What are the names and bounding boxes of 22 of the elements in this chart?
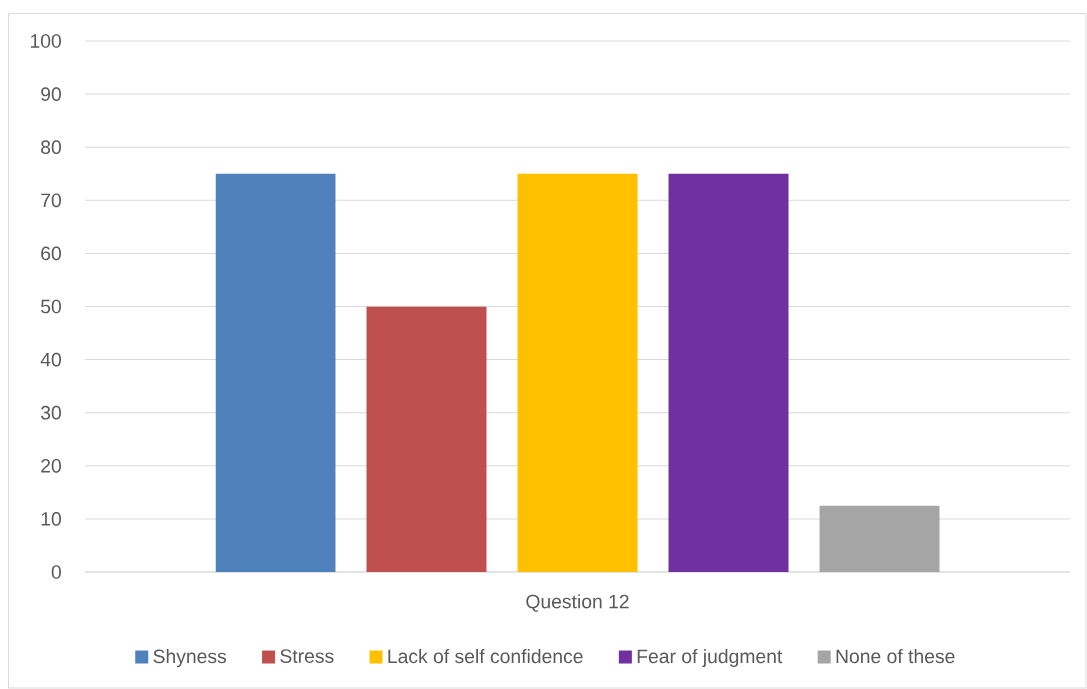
legend-label: Shyness <box>153 649 227 668</box>
y-tick-label: 100 <box>30 34 61 48</box>
bar <box>668 173 789 573</box>
legend-label: None of these <box>836 649 955 664</box>
bar <box>517 173 638 573</box>
y-tick-label: 30 <box>40 405 61 420</box>
y-tick-label: 80 <box>41 140 61 155</box>
legend-label: Stress <box>280 649 334 663</box>
y-tick-label: 20 <box>41 458 61 473</box>
bar <box>215 173 336 573</box>
y-tick-label: 10 <box>41 512 61 526</box>
bar <box>366 306 487 573</box>
y-tick-label: 40 <box>40 352 61 367</box>
y-tick-label: 70 <box>41 193 61 208</box>
bar <box>819 505 940 573</box>
y-tick-label: 90 <box>41 87 61 101</box>
legend-label: Lack of self confidence <box>388 649 583 664</box>
legend-label: Fear of judgment <box>637 649 783 668</box>
y-tick-label: 0 <box>51 565 61 579</box>
x-tick-label: Question 12 <box>526 594 629 612</box>
y-tick-label: 50 <box>41 299 61 314</box>
y-tick-label: 60 <box>41 246 61 261</box>
